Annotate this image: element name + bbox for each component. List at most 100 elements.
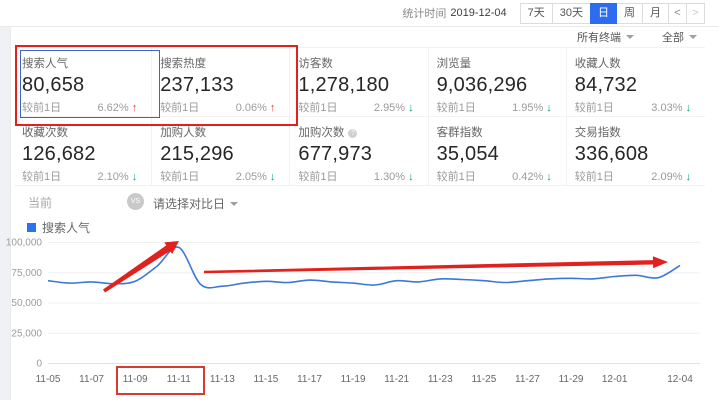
compare-period-label: 较前1日 xyxy=(160,171,200,183)
annotation-box-dates xyxy=(116,366,205,395)
metric-value: 9,036,296 xyxy=(436,74,528,96)
metric-card[interactable]: 收藏人数 84,732 较前1日 3.03% ↓ xyxy=(566,48,705,117)
select-compare-date-dropdown[interactable]: 请选择对比日 xyxy=(153,195,239,212)
metric-compare-row: 较前1日 0.42% ↓ xyxy=(437,171,552,183)
metric-compare-row: 较前1日 2.05% ↓ xyxy=(160,171,275,183)
metric-card[interactable]: 搜索人气 80,658 较前1日 6.62% ↑ xyxy=(14,48,153,117)
compare-period-label: 较前1日 xyxy=(298,171,338,183)
metric-card[interactable]: 浏览量 9,036,296 较前1日 1.95% ↓ xyxy=(428,48,567,117)
metric-value: 80,658 xyxy=(22,74,85,96)
x-tick-label: 11-17 xyxy=(297,374,322,385)
x-tick-label: 11-19 xyxy=(341,374,366,385)
y-tick-label: 0 xyxy=(36,359,42,370)
metric-title: 加购次数? xyxy=(298,126,413,140)
vs-badge: VS xyxy=(127,193,144,210)
range-button-30d[interactable]: 30天 xyxy=(551,2,591,24)
arrow-down-icon: ↓ xyxy=(685,171,691,183)
metric-value: 35,054 xyxy=(436,143,499,165)
metric-title: 访客数 xyxy=(298,58,333,70)
x-tick-label: 11-27 xyxy=(515,374,540,385)
change-percent: 1.30% xyxy=(373,171,406,183)
change-percent: 6.62% xyxy=(97,102,129,114)
metric-card[interactable]: 加购人数 215,296 较前1日 2.05% ↓ xyxy=(152,117,291,186)
y-tick-label: 25,000 xyxy=(11,328,42,339)
info-icon[interactable]: ? xyxy=(348,128,358,138)
x-tick-label: 11-29 xyxy=(559,374,584,385)
compare-period-label: 较前1日 xyxy=(436,102,476,114)
compare-period-label: 较前1日 xyxy=(160,102,200,114)
metric-card[interactable]: 加购次数? 677,973 较前1日 1.30% ↓ xyxy=(290,117,429,186)
change-percent: 2.95% xyxy=(373,102,406,114)
range-button-7d[interactable]: 7天 xyxy=(519,2,553,24)
metric-compare-row: 较前1日 2.10% ↓ xyxy=(22,171,137,183)
metric-card[interactable]: 搜索热度 237,133 较前1日 0.06% ↑ xyxy=(152,48,291,117)
compare-period-label: 较前1日 xyxy=(22,171,62,183)
filter-bar: 所有终端 全部 xyxy=(0,27,719,47)
metric-title: 收藏次数 xyxy=(22,127,68,139)
compare-period-label: 较前1日 xyxy=(298,102,338,114)
metric-card[interactable]: 交易指数 336,608 较前1日 2.09% ↓ xyxy=(566,117,705,186)
compare-period-label: 较前1日 xyxy=(574,102,614,114)
metric-value: 126,682 xyxy=(22,143,96,165)
metric-title: 客群指数 xyxy=(436,127,483,139)
chevron-down-icon xyxy=(689,35,697,39)
metric-title: 浏览量 xyxy=(436,58,472,70)
arrow-up-icon: ↑ xyxy=(269,102,276,114)
arrow-down-icon: ↓ xyxy=(546,102,552,114)
prev-date-button[interactable]: < xyxy=(668,2,687,24)
change-percent: 0.42% xyxy=(512,171,544,183)
legend-swatch xyxy=(27,223,36,232)
metric-card[interactable]: 访客数 1,278,180 较前1日 2.95% ↓ xyxy=(290,48,429,117)
y-tick-label: 75,000 xyxy=(11,268,42,279)
x-tick-label: 11-21 xyxy=(384,374,409,385)
x-tick-label: 11-15 xyxy=(254,374,279,385)
next-date-button[interactable]: > xyxy=(686,2,705,24)
change-percent: 2.09% xyxy=(651,171,683,183)
date-range-button-group: 7天 30天 日 周 月 < > xyxy=(519,2,705,24)
arrow-down-icon: ↓ xyxy=(546,171,552,183)
series-line xyxy=(47,246,681,289)
chevron-down-icon xyxy=(626,35,634,39)
metric-value: 215,296 xyxy=(160,143,234,165)
metric-title: 加购人数 xyxy=(160,127,207,139)
compare-period-label: 较前1日 xyxy=(22,102,62,114)
range-button-day[interactable]: 日 xyxy=(590,2,617,24)
metric-compare-row: 较前1日 2.95% ↓ xyxy=(298,102,413,114)
metric-compare-row: 较前1日 1.95% ↓ xyxy=(437,102,552,114)
metric-value: 677,973 xyxy=(298,143,373,165)
compare-bar: 当前 VS 请选择对比日 xyxy=(28,193,239,211)
category-dropdown[interactable]: 全部 xyxy=(662,29,697,45)
select-compare-date-label: 请选择对比日 xyxy=(153,197,226,211)
metric-title: 收藏人数 xyxy=(574,58,621,70)
left-sidebar-strip xyxy=(0,27,11,400)
change-percent: 1.95% xyxy=(512,102,544,114)
metrics-grid: 搜索人气 80,658 较前1日 6.62% ↑ 搜索热度 237,133 较前1日 0.06%… xyxy=(14,47,705,186)
terminal-dropdown[interactable]: 所有终端 xyxy=(577,29,634,45)
metric-card[interactable]: 收藏次数 126,682 较前1日 2.10% ↓ xyxy=(14,117,153,186)
change-percent: 3.03% xyxy=(651,102,683,114)
x-tick-label: 11-25 xyxy=(471,374,496,385)
metric-title: 搜索人气 xyxy=(22,58,68,70)
range-button-week[interactable]: 周 xyxy=(616,2,643,24)
range-button-month[interactable]: 月 xyxy=(642,2,669,24)
stat-date-value: 2019-12-04 xyxy=(450,7,507,19)
metric-compare-row: 较前1日 2.09% ↓ xyxy=(575,171,691,183)
metric-value: 237,133 xyxy=(160,74,234,96)
metric-title: 搜索热度 xyxy=(160,58,207,70)
change-percent: 2.10% xyxy=(97,171,129,183)
change-percent: 0.06% xyxy=(235,102,267,114)
arrow-down-icon: ↓ xyxy=(685,102,691,114)
metric-card[interactable]: 客群指数 35,054 较前1日 0.42% ↓ xyxy=(428,117,567,186)
x-tick-label: 11-05 xyxy=(36,374,61,385)
current-label: 当前 xyxy=(28,195,53,210)
metric-compare-row: 较前1日 0.06% ↑ xyxy=(160,102,275,114)
category-dropdown-label: 全部 xyxy=(662,32,684,44)
annotation-arrow-trend xyxy=(204,256,668,274)
chevron-down-icon xyxy=(230,201,239,206)
compare-period-label: 较前1日 xyxy=(574,171,614,183)
arrow-up-icon: ↑ xyxy=(131,102,138,114)
y-tick-label: 100,000 xyxy=(6,238,43,249)
top-toolbar: 统计时间 2019-12-04 7天 30天 日 周 月 < > xyxy=(0,0,719,27)
chart-legend: 搜索人气 xyxy=(27,219,90,236)
